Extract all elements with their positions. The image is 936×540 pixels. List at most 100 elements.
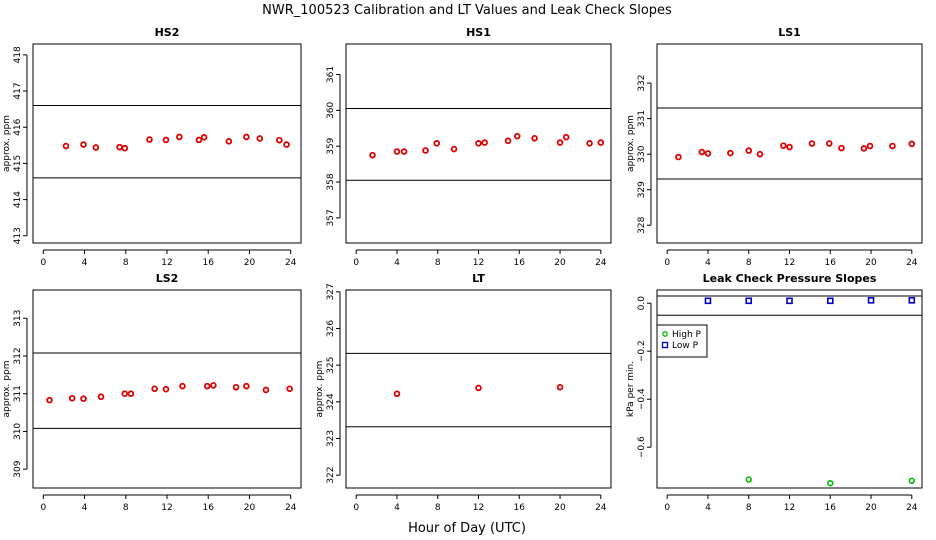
x-tick-label: 12 xyxy=(473,503,484,513)
data-point xyxy=(210,382,217,389)
y-tick-label: 328 xyxy=(637,216,647,233)
data-point xyxy=(422,147,429,154)
legend-label: High P xyxy=(672,330,702,340)
y-tick-label: 322 xyxy=(326,467,336,484)
data-point-low-p xyxy=(908,297,916,304)
x-tick-label: 8 xyxy=(435,503,441,513)
x-tick-label: 0 xyxy=(353,503,359,513)
chart-panel-3: LS1 0 4 8 12 16 20 24 328 329 330 331 332 approx. ppm xyxy=(626,26,923,268)
y-tick-label: 324 xyxy=(326,393,336,410)
x-tick-label: 24 xyxy=(595,258,607,268)
data-point xyxy=(276,136,283,144)
data-point xyxy=(562,133,570,141)
y-tick-label: 416 xyxy=(13,118,23,135)
data-point xyxy=(232,384,240,391)
y-tick-label: 415 xyxy=(13,155,23,172)
x-tick-label: 4 xyxy=(394,503,400,513)
data-point xyxy=(908,140,916,148)
chart-panel-6: Leak Check Pressure Slopes 0 4 8 12 16 20 24 0.0… xyxy=(626,272,923,513)
data-point xyxy=(808,140,816,147)
data-point xyxy=(243,382,250,390)
chart-panel-5: LT 0 4 8 12 16 20 24 322 323 324 325 326 327 approx. p… xyxy=(315,272,612,513)
y-tick-label: 357 xyxy=(326,209,336,226)
y-tick-label: 361 xyxy=(326,66,336,83)
x-tick-label: 16 xyxy=(514,258,526,268)
data-point xyxy=(146,136,153,143)
data-point xyxy=(597,139,605,146)
x-tick-label: 0 xyxy=(664,503,670,513)
x-tick-label: 20 xyxy=(865,258,877,268)
x-tick-label: 20 xyxy=(865,503,877,513)
x-tick-label: 12 xyxy=(784,503,795,513)
y-tick-label: 359 xyxy=(326,137,336,154)
x-tick-label: 16 xyxy=(203,258,215,268)
x-tick-label: 24 xyxy=(906,258,918,268)
chart-panel-4: LS2 0 4 8 12 16 20 24 309 310 311 312 313 approx. ppm xyxy=(2,272,302,513)
data-point-high-p xyxy=(745,476,752,483)
x-tick-label: 24 xyxy=(595,503,607,513)
y-axis-label: approx. ppm xyxy=(315,361,325,418)
y-tick-label: 418 xyxy=(13,46,23,63)
x-tick-label: 20 xyxy=(554,503,566,513)
data-point xyxy=(513,132,521,140)
data-point xyxy=(556,139,564,146)
panel-title: HS1 xyxy=(466,26,491,39)
y-tick-label: 360 xyxy=(326,101,336,118)
panel-title: LS2 xyxy=(156,272,179,285)
x-tick-label: 12 xyxy=(161,258,172,268)
x-tick-label: 4 xyxy=(82,258,88,268)
y-tick-label: 331 xyxy=(637,110,647,127)
x-tick-label: 24 xyxy=(285,503,297,513)
x-axis-title: Hour of Day (UTC) xyxy=(408,521,526,536)
y-tick-label: 323 xyxy=(326,430,336,447)
data-point xyxy=(243,133,250,141)
data-point xyxy=(179,382,186,390)
legend-marker-low-p xyxy=(661,341,669,349)
data-point xyxy=(256,135,264,142)
plot-frame xyxy=(32,43,302,244)
legend-label: Low P xyxy=(672,341,699,351)
data-point xyxy=(97,393,105,401)
data-point xyxy=(195,136,203,144)
y-tick-label: 332 xyxy=(637,74,647,91)
data-point xyxy=(162,385,170,393)
data-point xyxy=(825,140,833,147)
data-point xyxy=(68,394,76,402)
data-point xyxy=(531,135,538,142)
data-point xyxy=(127,390,135,398)
y-tick-label: −0.6 xyxy=(637,436,647,458)
x-tick-label: 24 xyxy=(906,503,918,513)
panel-title: HS2 xyxy=(155,26,180,39)
data-point xyxy=(504,137,512,145)
data-point xyxy=(369,151,376,159)
x-tick-label: 16 xyxy=(825,258,837,268)
y-tick-label: 329 xyxy=(637,181,647,198)
chart-panel-1: HS2 0 4 8 12 16 20 24 413 414 415 416 417 418 approx. … xyxy=(2,26,302,268)
data-point xyxy=(889,142,896,150)
plot-frame xyxy=(656,289,923,489)
panel-title: LT xyxy=(472,272,485,285)
data-point xyxy=(162,136,170,144)
chart-panel-2: HS1 0 4 8 12 16 20 24 357 358 359 360 361 xyxy=(326,26,612,268)
data-point xyxy=(786,143,793,151)
data-point xyxy=(481,139,488,146)
y-tick-label: 311 xyxy=(13,385,23,402)
y-tick-label: 310 xyxy=(13,423,23,440)
x-tick-label: 16 xyxy=(203,503,215,513)
y-axis-label: approx. ppm xyxy=(2,115,12,172)
x-tick-label: 4 xyxy=(705,258,711,268)
plot-frame xyxy=(32,289,302,489)
data-point xyxy=(80,141,87,148)
data-point xyxy=(556,383,564,391)
y-tick-label: 358 xyxy=(326,173,336,190)
x-tick-label: 24 xyxy=(285,258,297,268)
plot-frame xyxy=(345,289,612,489)
y-tick-label: 417 xyxy=(13,82,23,99)
x-tick-label: 16 xyxy=(825,503,837,513)
data-point xyxy=(200,134,208,141)
x-tick-label: 4 xyxy=(705,503,711,513)
data-point xyxy=(450,145,458,153)
legend-marker-high-p xyxy=(662,331,668,337)
data-point xyxy=(586,140,593,147)
